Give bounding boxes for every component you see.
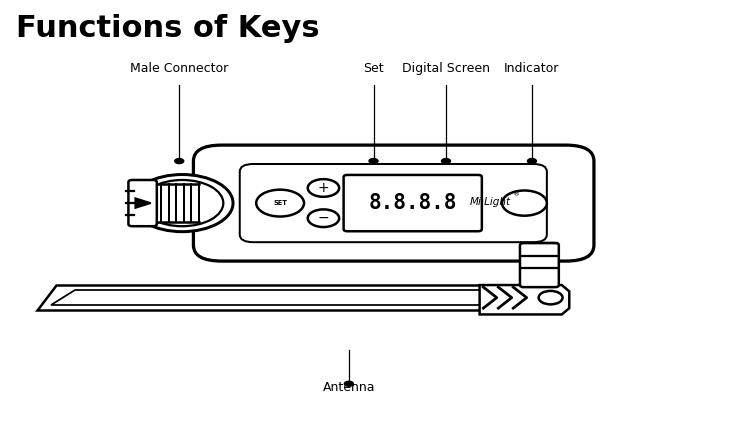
Polygon shape xyxy=(135,198,151,208)
Text: Set: Set xyxy=(363,62,384,75)
Circle shape xyxy=(131,175,233,232)
Text: +: + xyxy=(318,181,329,195)
FancyBboxPatch shape xyxy=(194,145,594,261)
Circle shape xyxy=(256,190,304,217)
Circle shape xyxy=(308,179,339,197)
Text: Indicator: Indicator xyxy=(504,62,560,75)
Text: 8.8.8.8: 8.8.8.8 xyxy=(368,193,457,213)
Polygon shape xyxy=(479,285,569,314)
Bar xyxy=(154,184,199,222)
Circle shape xyxy=(308,209,339,227)
FancyBboxPatch shape xyxy=(240,164,547,242)
FancyBboxPatch shape xyxy=(520,243,559,287)
Text: Male Connector: Male Connector xyxy=(130,62,228,75)
Circle shape xyxy=(538,291,562,305)
Circle shape xyxy=(502,190,547,216)
Circle shape xyxy=(369,159,378,164)
Text: Mi·Light: Mi·Light xyxy=(470,197,511,207)
FancyBboxPatch shape xyxy=(128,180,157,226)
Text: ®: ® xyxy=(513,191,520,197)
Circle shape xyxy=(527,159,536,164)
Polygon shape xyxy=(51,290,539,305)
Circle shape xyxy=(442,159,451,164)
Text: SET: SET xyxy=(273,200,287,206)
Circle shape xyxy=(175,159,184,164)
Circle shape xyxy=(141,180,224,226)
Text: Antenna: Antenna xyxy=(322,381,375,394)
Text: −: − xyxy=(318,211,329,225)
Text: Functions of Keys: Functions of Keys xyxy=(16,14,320,43)
Text: Digital Screen: Digital Screen xyxy=(402,62,490,75)
Polygon shape xyxy=(38,285,550,310)
Circle shape xyxy=(344,381,353,386)
FancyBboxPatch shape xyxy=(344,175,482,231)
